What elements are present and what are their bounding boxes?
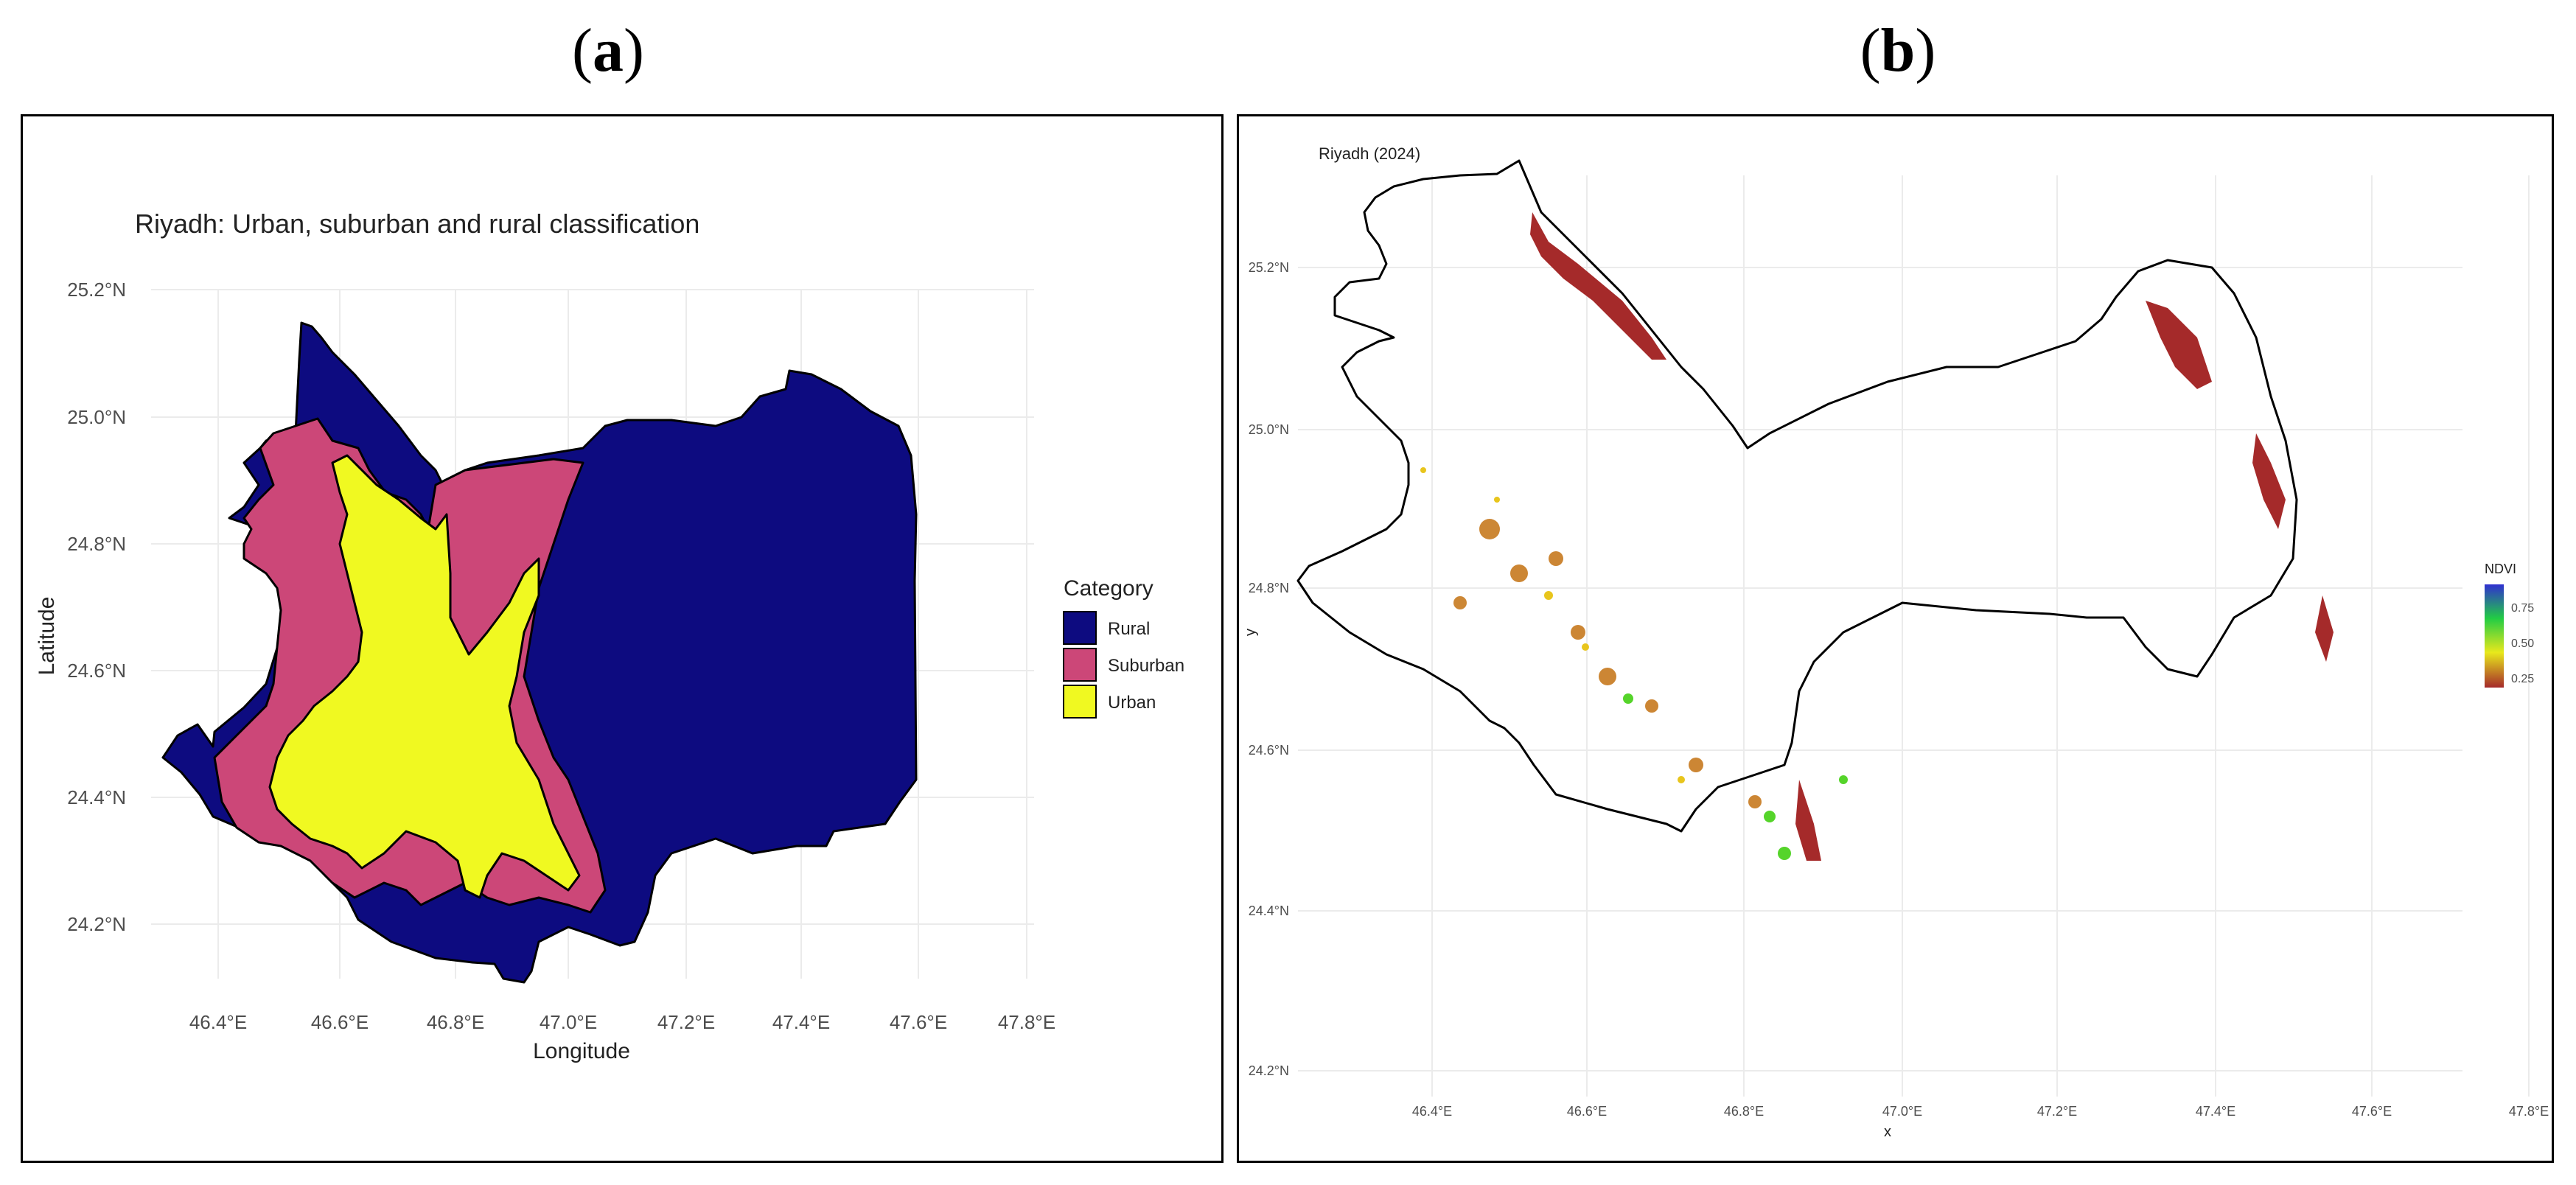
panel-a-ylabel: Latitude (35, 597, 59, 676)
panel-label-b: (b) (1860, 16, 1936, 85)
panel-a-legend: Category Rural Suburban Urban (1063, 576, 1184, 719)
legend-tick: 0.50 (2511, 637, 2534, 650)
xtick-label: 47.4°E (2196, 1104, 2235, 1119)
legend-label-suburban: Suburban (1108, 656, 1184, 676)
xtick-label: 47.0°E (1882, 1104, 1922, 1119)
ytick-label: 25.2°N (1249, 260, 1289, 275)
legend-title: Category (1064, 576, 1153, 601)
xtick-label: 46.6°E (1567, 1104, 1607, 1119)
ndvi-high-density (1530, 212, 2334, 861)
legend-label-urban: Urban (1108, 693, 1156, 713)
legend-swatch-rural (1063, 611, 1097, 645)
panel-b-grid (1298, 175, 2530, 1097)
panel-b-map: Riyadh (2024) (1243, 144, 2549, 1140)
ytick-label: 25.0°N (67, 406, 126, 428)
xtick-label: 47.2°E (657, 1011, 715, 1033)
riyadh-outline (1296, 159, 2298, 833)
panel-a-xlabel: Longitude (533, 1039, 630, 1063)
panel-label-a: (a) (572, 16, 644, 85)
xtick-label: 47.6°E (2352, 1104, 2392, 1119)
ytick-label: 24.4°N (1249, 903, 1289, 918)
panel-a-frame: Riyadh: Urban, suburban and rural classi… (21, 114, 1224, 1163)
ndvi-vegetation-green (1623, 693, 1848, 860)
panel-a-yticks: 25.2°N 25.0°N 24.8°N 24.6°N 24.4°N 24.2°… (67, 279, 126, 935)
xtick-label: 47.6°E (890, 1011, 947, 1033)
ytick-label: 24.6°N (67, 660, 126, 682)
xtick-label: 47.8°E (2509, 1104, 2549, 1119)
panel-b-xlabel: x (1884, 1124, 1891, 1140)
ytick-label: 24.2°N (1249, 1063, 1289, 1078)
xtick-label: 46.8°E (1724, 1104, 1764, 1119)
ytick-label: 25.0°N (1249, 422, 1289, 437)
xtick-label: 46.4°E (189, 1011, 247, 1033)
ytick-label: 24.6°N (1249, 743, 1289, 758)
ytick-label: 24.8°N (1249, 581, 1289, 595)
xtick-label: 47.2°E (2037, 1104, 2077, 1119)
legend-tick: 0.75 (2511, 602, 2534, 615)
panel-b-ylabel: y (1243, 629, 1259, 636)
panel-a-xticks: 46.4°E 46.6°E 46.8°E 47.0°E 47.2°E 47.4°… (189, 1011, 1055, 1033)
legend-label-rural: Rural (1108, 619, 1150, 639)
ndvi-low-scatter (1420, 467, 1685, 783)
legend-tick: 0.25 (2511, 673, 2534, 685)
xtick-label: 47.8°E (998, 1011, 1055, 1033)
legend-swatch-urban (1063, 685, 1097, 719)
xtick-label: 47.4°E (772, 1011, 830, 1033)
legend-swatch-suburban (1063, 648, 1097, 682)
ndvi-colorbar (2485, 584, 2504, 688)
panel-b-yticks: 25.2°N 25.0°N 24.8°N 24.6°N 24.4°N 24.2°… (1249, 260, 1289, 1078)
panel-b-title: Riyadh (2024) (1319, 144, 1420, 163)
ytick-label: 25.2°N (67, 279, 126, 301)
panel-b-legend: NDVI 0.75 0.50 0.25 (2485, 562, 2534, 688)
ndvi-medium-scatter (1453, 519, 1762, 808)
ytick-label: 24.8°N (67, 533, 126, 555)
xtick-label: 46.6°E (311, 1011, 369, 1033)
panel-b-xticks: 46.4°E 46.6°E 46.8°E 47.0°E 47.2°E 47.4°… (1412, 1104, 2549, 1119)
xtick-label: 47.0°E (540, 1011, 597, 1033)
xtick-label: 46.8°E (427, 1011, 484, 1033)
ytick-label: 24.2°N (67, 913, 126, 935)
xtick-label: 46.4°E (1412, 1104, 1452, 1119)
panel-b-frame: Riyadh (2024) (1237, 114, 2554, 1163)
panel-a-map: Riyadh: Urban, suburban and rural classi… (35, 209, 1184, 1063)
ytick-label: 24.4°N (67, 786, 126, 808)
urban-region (268, 454, 581, 899)
legend-title: NDVI (2485, 562, 2516, 576)
panel-a-title: Riyadh: Urban, suburban and rural classi… (135, 209, 699, 239)
